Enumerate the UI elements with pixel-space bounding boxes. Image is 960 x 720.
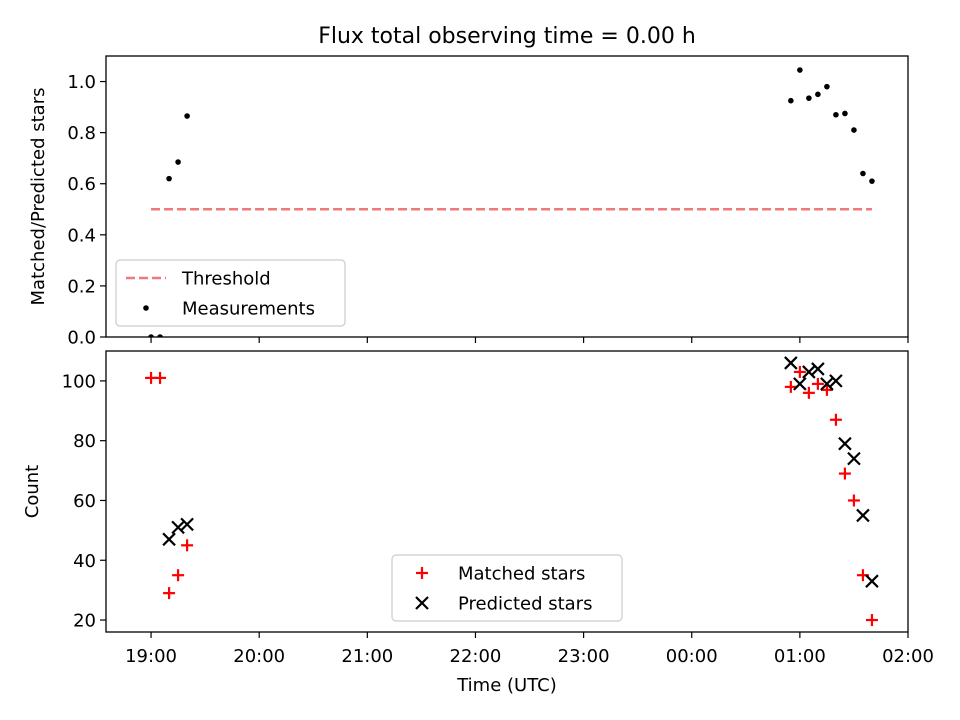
axes-frame	[105, 350, 909, 633]
matched-stars-point	[802, 386, 815, 399]
plot-area	[145, 356, 879, 627]
predicted-stars-point	[856, 508, 870, 523]
x-tick-label: 23:00	[558, 646, 610, 667]
y-tick-label: 100	[62, 371, 96, 392]
chart-title: Flux total observing time = 0.00 h	[318, 24, 696, 49]
legend-predicted-swatch	[415, 596, 429, 610]
measurement-point	[788, 97, 794, 104]
legend-box	[391, 554, 623, 622]
matched-stars-point	[172, 569, 185, 582]
y-tick-label: 80	[73, 431, 96, 452]
panel-flux-ratio: 0.0 0.2 0.4 0.6 0.8 1.0 Matched/Predicted star…	[28, 55, 909, 349]
measurement-point	[851, 127, 857, 133]
predicted-stars-point	[865, 574, 879, 588]
y-tick-label: 0.6	[67, 174, 96, 195]
matched-stars-point	[793, 365, 806, 378]
matched-stars-point	[820, 383, 833, 396]
matched-stars-point	[181, 539, 194, 552]
x-tick-label: 21:00	[341, 646, 393, 667]
measurement-point	[166, 175, 172, 182]
legend-measurement-swatch	[143, 305, 149, 311]
predicted-stars-point	[838, 436, 852, 451]
x-axis-label: Time (UTC)	[456, 675, 557, 696]
y-tick-label: 1.0	[67, 72, 96, 93]
predicted-stars-point	[802, 365, 816, 379]
predicted-stars-point	[171, 520, 185, 535]
axes-frame	[105, 55, 909, 338]
matched-stars-point	[811, 377, 824, 390]
y-tick-label: 60	[73, 491, 96, 512]
y-tick-label: 20	[73, 611, 96, 632]
measurement-point	[815, 91, 821, 98]
predicted-stars-point	[811, 362, 825, 376]
y-tick-label: 0.0	[67, 328, 96, 349]
legend-label: Measurements	[182, 299, 315, 320]
y-tick-label: 0.8	[67, 123, 96, 144]
legend-matched-swatch	[416, 567, 428, 579]
predicted-stars-point	[793, 377, 807, 391]
measurement-point	[833, 111, 839, 118]
x-tick-label: 02:00	[882, 646, 934, 667]
x-tick-label: 20:00	[233, 646, 285, 667]
legend-label: Matched stars	[458, 564, 585, 585]
matched-stars-point	[838, 467, 851, 480]
matched-stars-point	[163, 587, 176, 600]
measurement-point	[842, 110, 848, 117]
x-tick-label: 19:00	[125, 646, 177, 667]
y-axis-label: Count	[22, 465, 43, 518]
measurement-point	[148, 334, 154, 337]
measurement-point	[806, 95, 812, 101]
predicted-stars-point	[162, 532, 176, 547]
legend-label: Threshold	[181, 269, 271, 290]
measurement-point	[860, 170, 866, 177]
legend: Matched stars Predicted stars	[391, 554, 623, 622]
legend-box	[115, 259, 346, 327]
matched-stars-point	[847, 494, 860, 507]
measurement-point	[175, 159, 181, 165]
legend: Threshold Measurements	[115, 259, 346, 327]
matched-stars-point	[784, 380, 797, 393]
y-tick-label: 0.4	[67, 225, 96, 246]
matched-stars-point	[154, 371, 167, 384]
legend-label: Predicted stars	[458, 594, 592, 615]
y-tick-label: 0.2	[67, 276, 96, 297]
x-tick-label: 00:00	[666, 646, 718, 667]
x-tick-label: 22:00	[450, 646, 502, 667]
predicted-stars-point	[180, 517, 194, 532]
panel-star-counts: 20 40 60 80 100 19:00 20:00 21:00 22:00 23:00 00:0…	[22, 350, 934, 696]
predicted-stars-point	[829, 374, 843, 388]
measurement-point	[869, 178, 875, 184]
y-tick-label: 40	[73, 551, 96, 572]
y-axis-label: Matched/Predicted stars	[28, 88, 49, 306]
predicted-stars-point	[784, 356, 798, 370]
x-tick-label: 01:00	[774, 646, 826, 667]
measurement-point	[157, 334, 163, 337]
predicted-stars-point	[820, 377, 834, 391]
measurement-point	[184, 113, 190, 119]
matched-stars-point	[829, 413, 842, 426]
matched-stars-point	[865, 614, 878, 627]
measurement-point	[824, 83, 830, 90]
predicted-stars-point	[847, 451, 861, 466]
measurement-point	[797, 67, 803, 73]
plot-area	[148, 67, 875, 337]
